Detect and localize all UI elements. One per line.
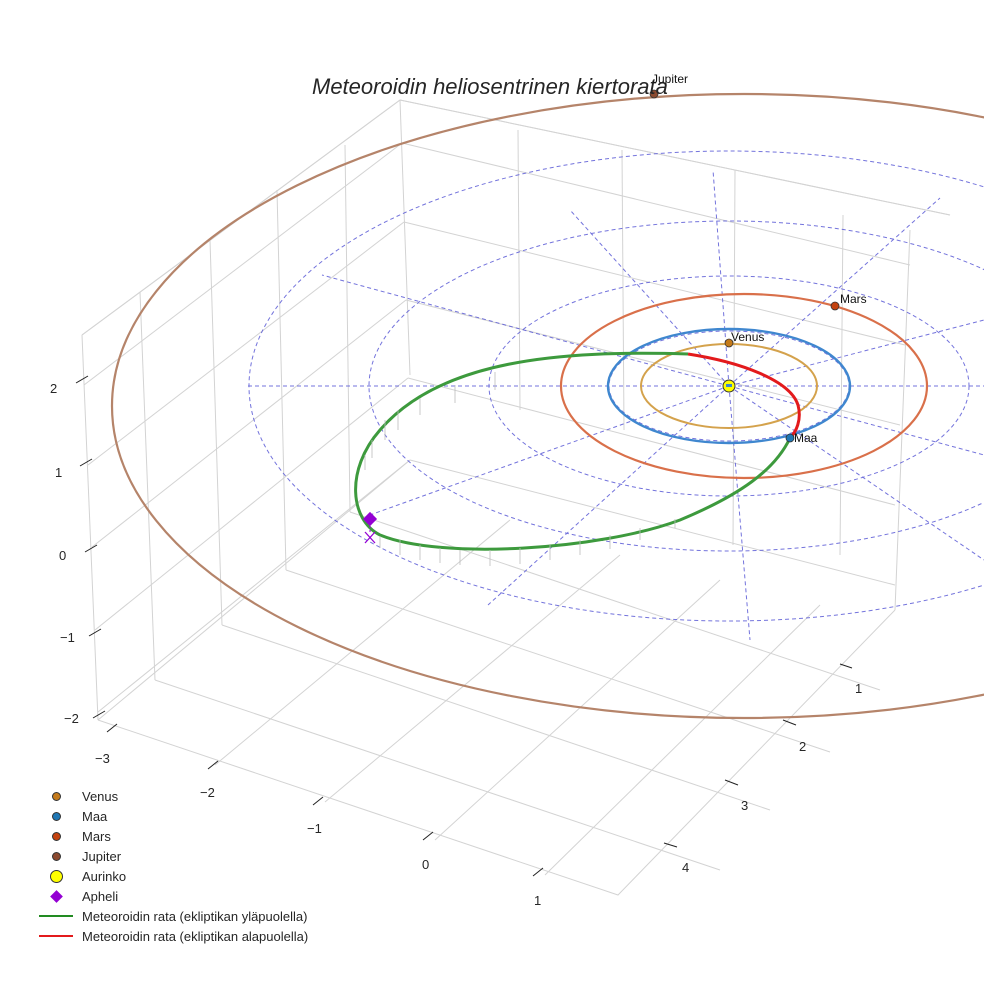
earth-orbit — [606, 327, 852, 445]
venus-marker — [724, 338, 734, 348]
jupiter-label: Jupiter — [652, 72, 689, 86]
legend-label: Aurinko — [82, 868, 127, 884]
mars-dot-icon — [51, 831, 61, 841]
mars-orbit — [559, 292, 929, 480]
axes-grid — [81, 99, 951, 896]
venus-label: Venus — [731, 330, 765, 344]
z-tick-label: −2 — [64, 711, 79, 726]
x-tick-label: 1 — [534, 893, 542, 908]
mars-label: Mars — [840, 292, 867, 306]
planet-orbits — [111, 92, 984, 720]
aphelion-marker — [362, 511, 378, 544]
projection-droplines — [364, 372, 676, 566]
legend-item-apheli[interactable]: Apheli — [36, 886, 308, 906]
z-tick-label: 0 — [59, 548, 67, 563]
x-tick-label: −3 — [95, 751, 110, 766]
jupiter-marker — [649, 89, 659, 99]
legend-label: Maa — [82, 808, 108, 824]
x-tick-label: −1 — [307, 821, 322, 836]
venus-dot-icon — [51, 791, 61, 801]
y-tick-label: 2 — [799, 739, 807, 754]
sun-dot-icon — [49, 869, 63, 883]
legend-label: Mars — [82, 828, 111, 844]
red-line-icon — [39, 935, 73, 937]
meteoroid-trajectory — [354, 351, 801, 551]
y-tick-label: 1 — [855, 681, 863, 696]
green-line-icon — [39, 915, 73, 917]
reference-polar-grid — [248, 150, 984, 641]
earth-marker — [785, 433, 795, 443]
y-tick-label: 3 — [741, 798, 749, 813]
legend-label: Meteoroidin rata (ekliptikan yläpuolella… — [82, 908, 308, 924]
legend-item-mars[interactable]: Mars — [36, 826, 308, 846]
chart-title: Meteoroidin heliosentrinen kiertorata — [312, 74, 668, 99]
axis-ticks — [75, 375, 853, 877]
z-tick-label: 2 — [50, 381, 58, 396]
trajectory-below-ecliptic — [687, 352, 801, 440]
diamond-icon — [49, 889, 63, 903]
planet-markers — [649, 89, 840, 443]
legend-item-jupiter[interactable]: Jupiter — [36, 846, 308, 866]
legend-label: Apheli — [82, 888, 119, 904]
legend-item-trajectory-below[interactable]: Meteoroidin rata (ekliptikan alapuolella… — [36, 926, 308, 946]
legend-label: Venus — [82, 788, 119, 804]
legend-item-aurinko[interactable]: Aurinko — [36, 866, 308, 886]
legend-item-maa[interactable]: Maa — [36, 806, 308, 826]
z-tick-label: −1 — [60, 630, 75, 645]
legend: Venus Maa Mars Jupiter Aurinko Apheli Me… — [36, 786, 308, 946]
legend-item-venus[interactable]: Venus — [36, 786, 308, 806]
legend-label: Meteoroidin rata (ekliptikan alapuolella… — [82, 928, 309, 944]
x-tick-label: −2 — [200, 785, 215, 800]
legend-item-trajectory-above[interactable]: Meteoroidin rata (ekliptikan yläpuolella… — [36, 906, 308, 926]
maa-label: Maa — [794, 431, 818, 445]
jupiter-orbit — [111, 92, 984, 720]
jupiter-dot-icon — [51, 851, 61, 861]
maa-dot-icon — [51, 811, 61, 821]
trajectory-above-ecliptic — [354, 351, 792, 551]
y-tick-label: 4 — [682, 860, 690, 875]
z-tick-label: 1 — [55, 465, 63, 480]
x-tick-label: 0 — [422, 857, 430, 872]
legend-label: Jupiter — [82, 848, 122, 864]
mars-marker — [830, 301, 840, 311]
